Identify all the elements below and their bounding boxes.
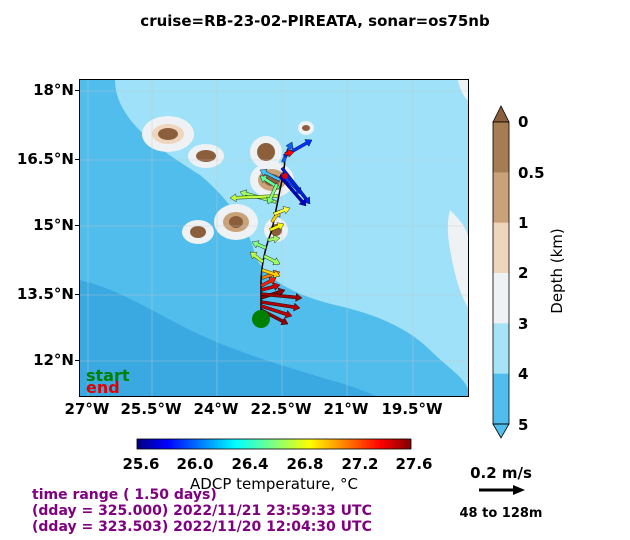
depth-axis-label: Depth (km): [548, 228, 566, 314]
current-vector: [260, 300, 301, 312]
end-marker: [282, 173, 288, 179]
start-time-text: (dday = 323.503) 2022/11/20 12:04:30 UTC: [32, 519, 372, 535]
temp-label-26-0: 26.0: [176, 455, 214, 473]
temp-label-27-2: 27.2: [341, 455, 379, 473]
current-vector: [266, 183, 279, 205]
map-panel: [79, 79, 469, 397]
lon-label-21w: 21°W: [323, 400, 369, 418]
lat-tick: [75, 294, 79, 295]
temp-label-26-8: 26.8: [286, 455, 324, 473]
lon-label-24w: 24°W: [193, 400, 239, 418]
depth-colorbar: [492, 105, 510, 439]
current-vector: [261, 268, 281, 279]
current-vector: [251, 240, 267, 250]
current-vector: [278, 174, 307, 207]
lat-label-15n: 15°N: [33, 216, 74, 234]
temp-label-27-6: 27.6: [395, 455, 433, 473]
adcp-vector-field: [229, 139, 313, 326]
scale-speed-label: 0.2 m/s: [470, 464, 532, 482]
depth-label-0-5: 0.5: [518, 164, 545, 182]
time-range-text: time range ( 1.50 days): [32, 487, 217, 503]
depth-label-5: 5: [518, 416, 529, 434]
bathymetry-map: [80, 80, 468, 396]
abyssal-region: [80, 280, 376, 396]
lat-label-16-5n: 16.5°N: [16, 150, 74, 168]
temp-axis-label: ADCP temperature, °C: [190, 475, 358, 493]
current-vector: [284, 149, 295, 158]
lat-tick: [75, 225, 79, 226]
shelf-patch-northeast: [458, 80, 468, 101]
depth-label-0: 0: [518, 113, 529, 131]
legend-end-label: end: [86, 378, 120, 397]
lat-tick: [75, 360, 79, 361]
lon-label-25-5w: 25.5°W: [120, 400, 182, 418]
shelf-patch-east: [447, 210, 468, 308]
depth-label-4: 4: [518, 365, 529, 383]
lat-label-13-5n: 13.5°N: [16, 285, 74, 303]
temp-label-25-6: 25.6: [122, 455, 160, 473]
current-vector: [267, 234, 281, 244]
temperature-colorbar: [136, 438, 412, 450]
depth-colorbar-bottom-cap: [492, 423, 510, 439]
current-vector: [249, 251, 265, 264]
plot-title: cruise=RB-23-02-PIREATA, sonar=os75nb: [140, 12, 490, 30]
depth-colorbar-band: [493, 222, 509, 274]
current-vector: [259, 168, 281, 182]
current-vector: [263, 254, 281, 266]
end-time-text: (dday = 325.000) 2022/11/21 23:59:33 UTC: [32, 503, 372, 519]
lat-label-12n: 12°N: [33, 351, 74, 369]
current-vector: [273, 206, 291, 216]
ship-track: [260, 153, 286, 320]
temp-label-26-4: 26.4: [231, 455, 269, 473]
lon-label-19-5w: 19.5°W: [381, 400, 443, 418]
legend-start-label: start: [86, 366, 130, 385]
depth-colorbar-band: [493, 273, 509, 324]
lat-tick: [75, 159, 79, 160]
depth-range-label: 48 to 128m: [459, 506, 543, 521]
current-vector: [260, 304, 293, 319]
lon-label-22-5w: 22.5°W: [250, 400, 312, 418]
scale-arrow: [479, 485, 525, 495]
lat-tick: [75, 90, 79, 91]
lat-label-18n: 18°N: [33, 81, 74, 99]
lon-label-27w: 27°W: [64, 400, 110, 418]
depth-colorbar-band: [493, 373, 509, 425]
depth-colorbar-band: [493, 122, 509, 173]
depth-label-3: 3: [518, 315, 529, 333]
current-vector: [260, 277, 277, 288]
depth-colorbar-band: [493, 172, 509, 224]
start-marker: [252, 310, 270, 328]
current-vector: [260, 292, 303, 302]
depth-label-2: 2: [518, 264, 529, 282]
depth-colorbar-band: [493, 323, 509, 375]
current-vector: [269, 222, 285, 232]
current-vector: [260, 282, 281, 292]
map-gridlines: [80, 80, 468, 396]
depth-label-1: 1: [518, 214, 529, 232]
depth-colorbar-top-cap: [492, 105, 510, 123]
deep-ocean-region: [80, 80, 468, 396]
